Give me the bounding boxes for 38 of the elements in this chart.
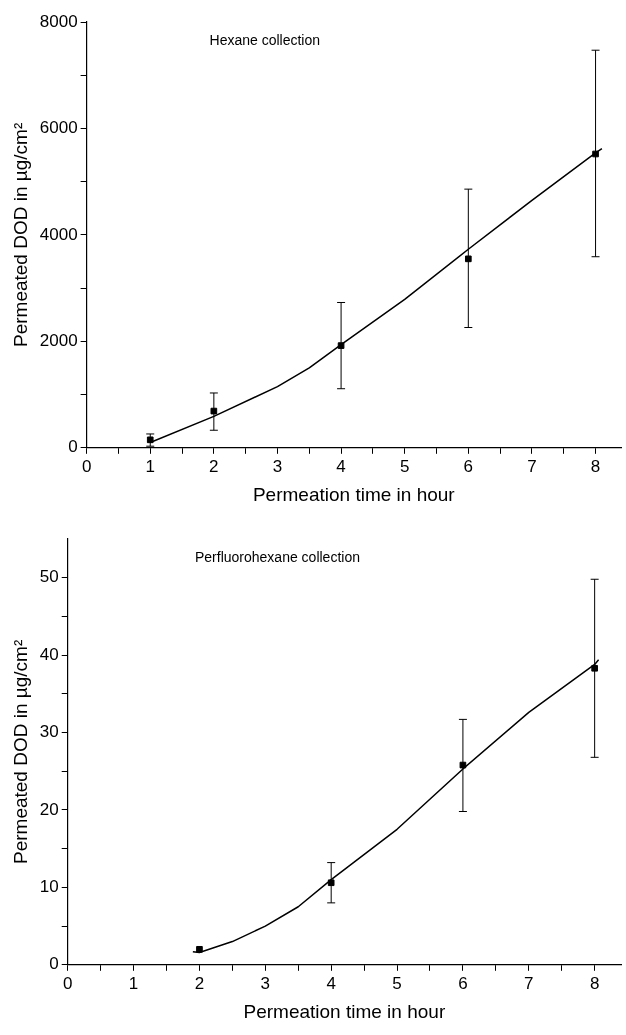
y-tick-label: 0 bbox=[68, 437, 78, 457]
x-axis-title: Permeation time in hour bbox=[243, 1000, 446, 1022]
x-tick-label: 5 bbox=[399, 456, 410, 476]
x-tick-label: 7 bbox=[527, 456, 537, 476]
y-tick-label: 2000 bbox=[39, 331, 78, 351]
y-tick-label: 40 bbox=[39, 644, 59, 664]
x-tick-label: 8 bbox=[590, 456, 601, 476]
y-tick-label: 50 bbox=[39, 567, 59, 587]
x-tick-label: 7 bbox=[524, 973, 534, 993]
x-tick-label: 4 bbox=[326, 973, 336, 993]
x-tick-label: 4 bbox=[336, 456, 346, 476]
x-tick-label: 8 bbox=[589, 973, 600, 993]
annotation: Perfluorohexane collection bbox=[194, 548, 360, 565]
y-tick-label: 10 bbox=[39, 877, 59, 897]
x-tick-label: 1 bbox=[128, 973, 139, 993]
x-tick-label: 6 bbox=[458, 973, 468, 993]
x-tick-label: 0 bbox=[81, 456, 92, 476]
point bbox=[591, 664, 598, 672]
x-tick-label: 3 bbox=[260, 973, 271, 993]
y-tick-label: 0 bbox=[49, 954, 59, 974]
x-tick-label: 1 bbox=[145, 456, 155, 476]
y-tick-label: 20 bbox=[39, 799, 59, 819]
x-tick-label: 5 bbox=[392, 973, 402, 993]
annotation: Hexane collection bbox=[209, 31, 321, 48]
y-axis-title: Permeated DOD in µg/cm² bbox=[9, 639, 31, 865]
x-tick-label: 3 bbox=[272, 456, 283, 476]
y-tick-label: 4000 bbox=[39, 224, 78, 244]
y-axis-title: Permeated DOD in µg/cm² bbox=[9, 122, 31, 348]
x-tick-label: 2 bbox=[209, 456, 219, 476]
x-axis-title: Permeation time in hour bbox=[252, 483, 456, 505]
y-tick-label: 8000 bbox=[39, 11, 78, 31]
y-tick-label: 6000 bbox=[39, 118, 78, 138]
point bbox=[196, 945, 203, 953]
x-tick-label: 2 bbox=[194, 973, 205, 993]
point bbox=[464, 255, 472, 263]
point bbox=[327, 879, 335, 887]
x-tick-label: 6 bbox=[463, 456, 474, 476]
y-tick-label: 30 bbox=[39, 722, 59, 742]
